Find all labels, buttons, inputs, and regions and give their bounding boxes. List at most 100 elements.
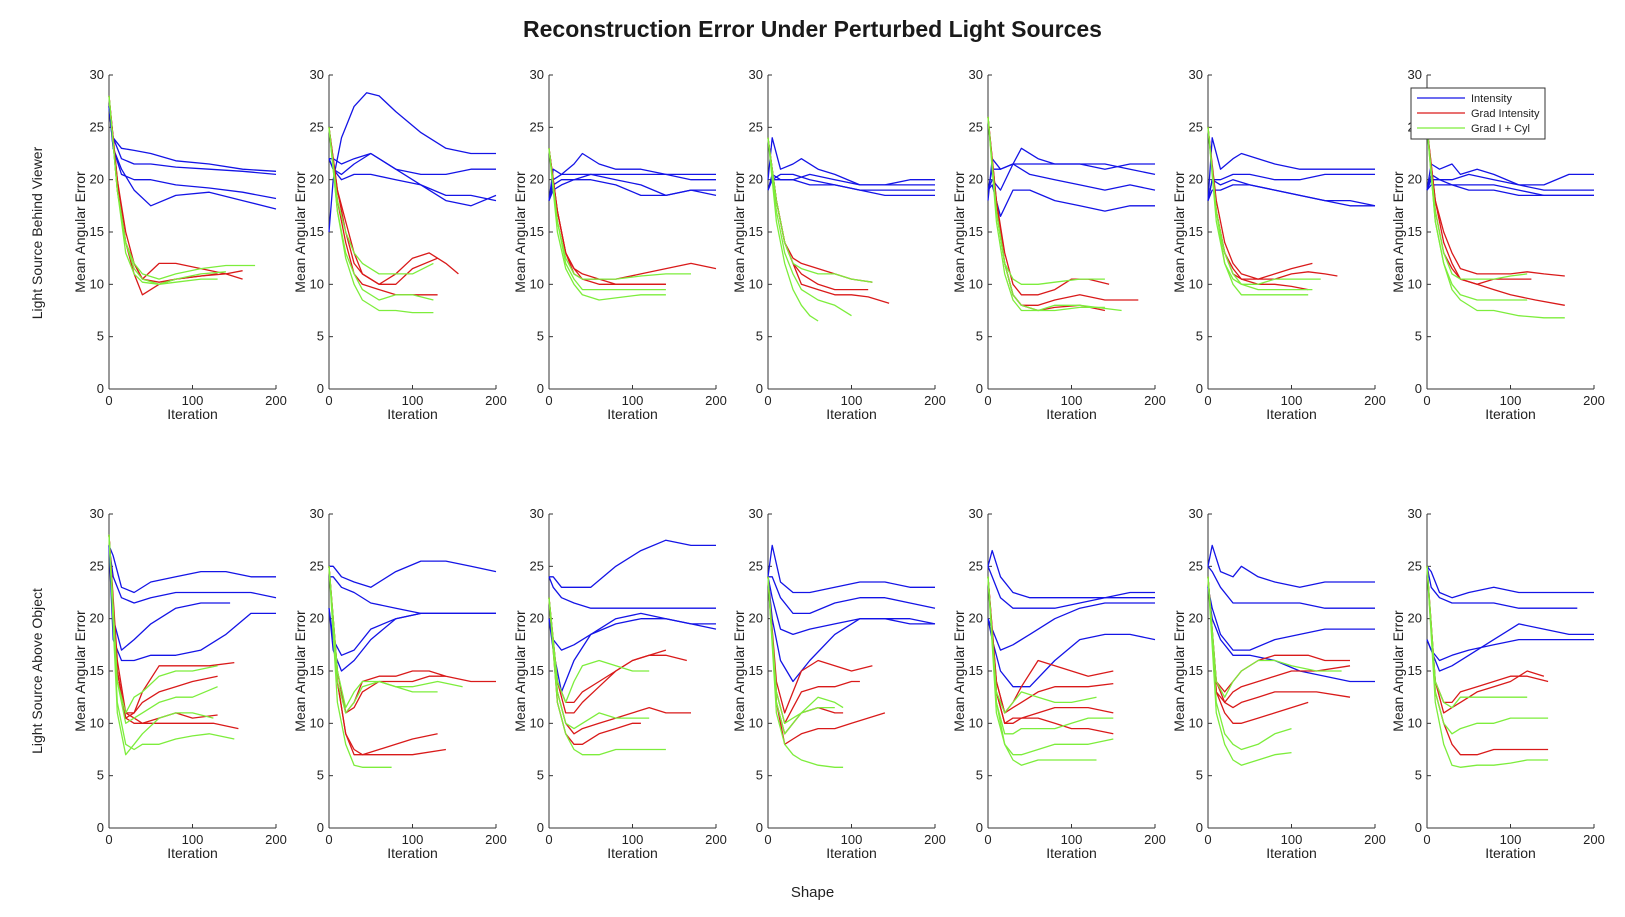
x-tick-label: 100 (1061, 393, 1083, 408)
series-line-grad-intensity-6 (1207, 576, 1351, 709)
series-line-grad-intensity-6 (767, 137, 869, 291)
series-line-grad-i-cyl-9 (1207, 576, 1292, 751)
y-axis-label: Mean Angular Error (512, 171, 528, 293)
series-line-grad-i-cyl-8 (987, 116, 1122, 312)
y-tick-label: 30 (749, 506, 763, 521)
series-line-grad-i-cyl-10 (548, 597, 666, 756)
y-tick-label: 30 (1189, 67, 1203, 82)
legend-label-intensity: Intensity (1471, 93, 1512, 105)
x-tick-label: 0 (105, 832, 112, 847)
panel-r1-c3: 0 5 10 15 20 25 30 0 100 200 Iteration Mean Angular… (731, 506, 946, 861)
x-tick-label: 0 (984, 832, 991, 847)
series-line-grad-i-cyl-9 (548, 148, 666, 301)
series-line-grad-intensity-5 (1207, 576, 1351, 704)
y-tick-label: 30 (1408, 67, 1422, 82)
panel-r0-c2: 0 5 10 15 20 25 30 0 100 200 Iteration Mean Angular… (512, 67, 727, 422)
figure-title: Reconstruction Error Under Perturbed Lig… (523, 16, 1102, 42)
y-tick-label: 20 (310, 172, 324, 187)
panel-r0-c1: 0 5 10 15 20 25 30 0 100 200 Iteration Mean Angular… (292, 67, 507, 422)
y-tick-label: 25 (530, 119, 544, 134)
x-axis-label: Iteration (167, 406, 218, 422)
series-line-grad-i-cyl-9 (1426, 127, 1565, 319)
series-line-grad-intensity-4 (548, 148, 717, 280)
series-line-grad-intensity-5 (108, 95, 243, 280)
y-tick-label: 10 (1408, 715, 1422, 730)
x-axis-label: Iteration (826, 845, 877, 861)
series-line-grad-i-cyl-8 (108, 534, 218, 714)
y-tick-label: 25 (749, 558, 763, 573)
series-line-grad-intensity-4 (328, 566, 496, 714)
panel-r0-c3: 0 5 10 15 20 25 30 0 100 200 Iteration Mean Angular… (731, 67, 946, 422)
series-line-grad-i-cyl-9 (328, 566, 438, 714)
series-line-intensity-3 (548, 612, 717, 651)
y-tick-label: 10 (1408, 276, 1422, 291)
series-line-intensity-2 (548, 173, 716, 201)
y-tick-label: 10 (969, 715, 983, 730)
y-tick-label: 10 (530, 276, 544, 291)
y-tick-label: 25 (310, 119, 324, 134)
y-axis-label: Mean Angular Error (1390, 610, 1406, 732)
series-line-grad-i-cyl-8 (1426, 566, 1549, 735)
x-tick-label: 200 (1144, 832, 1166, 847)
x-tick-label: 200 (265, 393, 287, 408)
series-line-grad-intensity-4 (767, 576, 873, 714)
series-line-intensity-0 (108, 545, 276, 594)
series-line-intensity-0 (767, 137, 935, 186)
y-tick-label: 5 (317, 329, 324, 344)
y-tick-label: 20 (530, 172, 544, 187)
series-line-intensity-1 (548, 173, 716, 201)
y-axis-label: Mean Angular Error (731, 610, 747, 732)
x-tick-label: 200 (924, 393, 946, 408)
y-tick-label: 5 (97, 329, 104, 344)
x-tick-label: 200 (1364, 832, 1386, 847)
row-label-above-object: Light Source Above Object (29, 588, 45, 754)
series-line-grad-i-cyl-9 (767, 137, 819, 322)
x-tick-label: 0 (1423, 832, 1430, 847)
x-tick-label: 0 (1204, 832, 1211, 847)
x-axis-label: Iteration (1046, 845, 1097, 861)
y-tick-label: 30 (530, 67, 544, 82)
series-line-intensity-1 (987, 566, 1155, 609)
y-axis-label: Mean Angular Error (1171, 610, 1187, 732)
y-tick-label: 5 (1415, 768, 1422, 783)
y-tick-label: 0 (1196, 381, 1203, 396)
series-line-grad-i-cyl-9 (548, 597, 650, 730)
x-tick-label: 100 (1500, 832, 1522, 847)
series-line-grad-intensity-6 (108, 95, 218, 283)
series-line-intensity-0 (548, 152, 716, 201)
series-line-intensity-2 (328, 152, 497, 202)
series-line-intensity-0 (108, 106, 277, 172)
y-tick-label: 30 (969, 506, 983, 521)
y-tick-label: 10 (1189, 715, 1203, 730)
y-tick-label: 0 (756, 381, 763, 396)
series-line-grad-i-cyl-11 (987, 576, 1097, 766)
x-tick-label: 100 (1061, 832, 1083, 847)
series-line-grad-intensity-4 (767, 137, 890, 304)
x-tick-label: 0 (1423, 393, 1430, 408)
y-tick-label: 5 (1196, 329, 1203, 344)
series-line-intensity-1 (1207, 565, 1375, 609)
series-line-intensity-0 (987, 147, 1155, 201)
series-line-grad-intensity-4 (548, 597, 687, 704)
x-axis-label: Iteration (1485, 406, 1536, 422)
series-line-grad-i-cyl-10 (108, 534, 235, 751)
x-tick-label: 0 (105, 393, 112, 408)
x-axis-label: Iteration (387, 406, 438, 422)
series-line-grad-i-cyl-7 (1426, 566, 1528, 709)
panel-r1-c1: 0 5 10 15 20 25 30 0 100 200 Iteration Mean Angular… (292, 506, 507, 861)
series-line-intensity-0 (767, 544, 935, 594)
y-tick-label: 5 (537, 768, 544, 783)
series-line-grad-i-cyl-9 (1207, 127, 1309, 296)
series-line-grad-intensity-6 (987, 116, 1106, 312)
panel-r1-c5: 0 5 10 15 20 25 30 0 100 200 Iteration Mean Angular… (1171, 506, 1386, 861)
series-line-intensity-3 (1207, 587, 1375, 683)
x-tick-label: 200 (705, 393, 727, 408)
series-line-grad-intensity-6 (108, 534, 218, 724)
x-tick-label: 100 (841, 832, 863, 847)
x-tick-label: 100 (1281, 393, 1303, 408)
y-tick-label: 20 (1408, 611, 1422, 626)
y-axis-label: Mean Angular Error (72, 610, 88, 732)
y-tick-label: 0 (976, 381, 983, 396)
y-axis-label: Mean Angular Error (512, 610, 528, 732)
y-tick-label: 25 (1189, 558, 1203, 573)
